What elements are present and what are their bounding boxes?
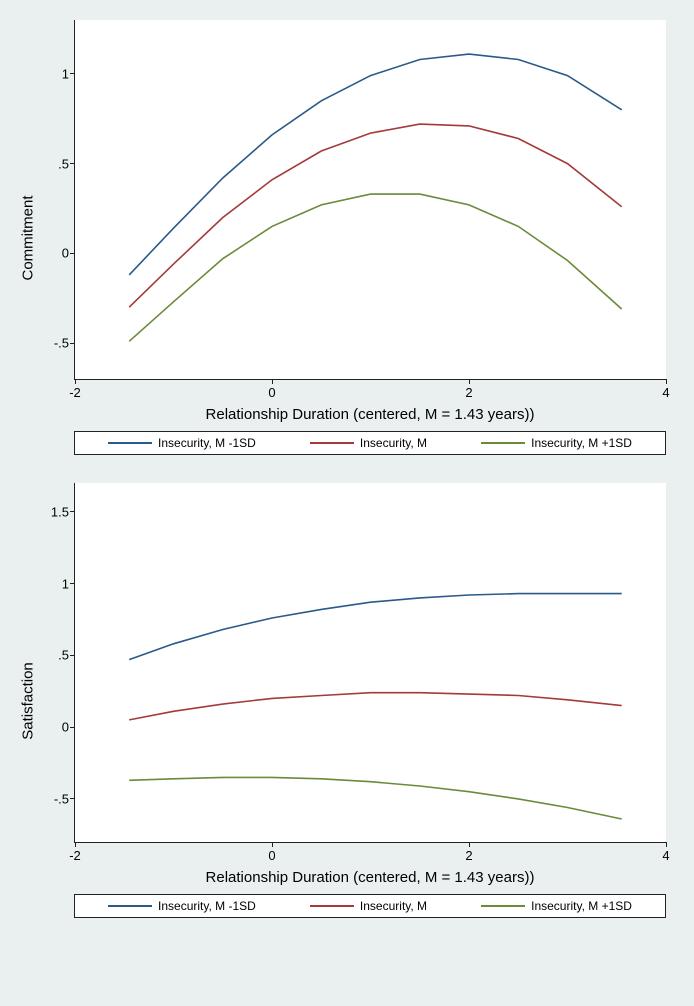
legend-label: Insecurity, M +1SD <box>531 899 632 913</box>
ylabel-commitment: Commitment <box>20 195 37 280</box>
series-line <box>129 54 622 275</box>
legend-line-icon <box>108 905 152 907</box>
series-line <box>129 194 622 341</box>
ylabel-satisfaction: Satisfaction <box>20 662 37 740</box>
legend-label: Insecurity, M -1SD <box>158 899 256 913</box>
series-line <box>129 693 622 720</box>
series-line <box>129 594 622 660</box>
legend-line-icon <box>310 442 354 444</box>
xlabel-satisfaction: Relationship Duration (centered, M = 1.4… <box>74 869 666 886</box>
legend-satisfaction: Insecurity, M -1SD Insecurity, M Insecur… <box>74 894 666 918</box>
legend-item: Insecurity, M <box>310 436 427 450</box>
legend-item: Insecurity, M +1SD <box>481 899 632 913</box>
legend-line-icon <box>108 442 152 444</box>
legend-commitment: Insecurity, M -1SD Insecurity, M Insecur… <box>74 431 666 455</box>
legend-line-icon <box>481 442 525 444</box>
panel-satisfaction: Satisfaction -.50.511.5-2024 Relationshi… <box>18 483 676 918</box>
legend-item: Insecurity, M -1SD <box>108 436 256 450</box>
legend-line-icon <box>310 905 354 907</box>
xlabel-commitment: Relationship Duration (centered, M = 1.4… <box>74 406 666 423</box>
legend-label: Insecurity, M +1SD <box>531 436 632 450</box>
legend-item: Insecurity, M <box>310 899 427 913</box>
series-line <box>129 777 622 819</box>
plot-satisfaction: -.50.511.5-2024 <box>74 483 666 843</box>
plot-commitment: -.50.51-2024 <box>74 20 666 380</box>
legend-label: Insecurity, M <box>360 899 427 913</box>
legend-label: Insecurity, M -1SD <box>158 436 256 450</box>
legend-item: Insecurity, M +1SD <box>481 436 632 450</box>
legend-label: Insecurity, M <box>360 436 427 450</box>
panel-commitment: Commitment -.50.51-2024 Relationship Dur… <box>18 20 676 455</box>
figure-page: Commitment -.50.51-2024 Relationship Dur… <box>0 0 694 1006</box>
series-line <box>129 124 622 307</box>
legend-line-icon <box>481 905 525 907</box>
legend-item: Insecurity, M -1SD <box>108 899 256 913</box>
